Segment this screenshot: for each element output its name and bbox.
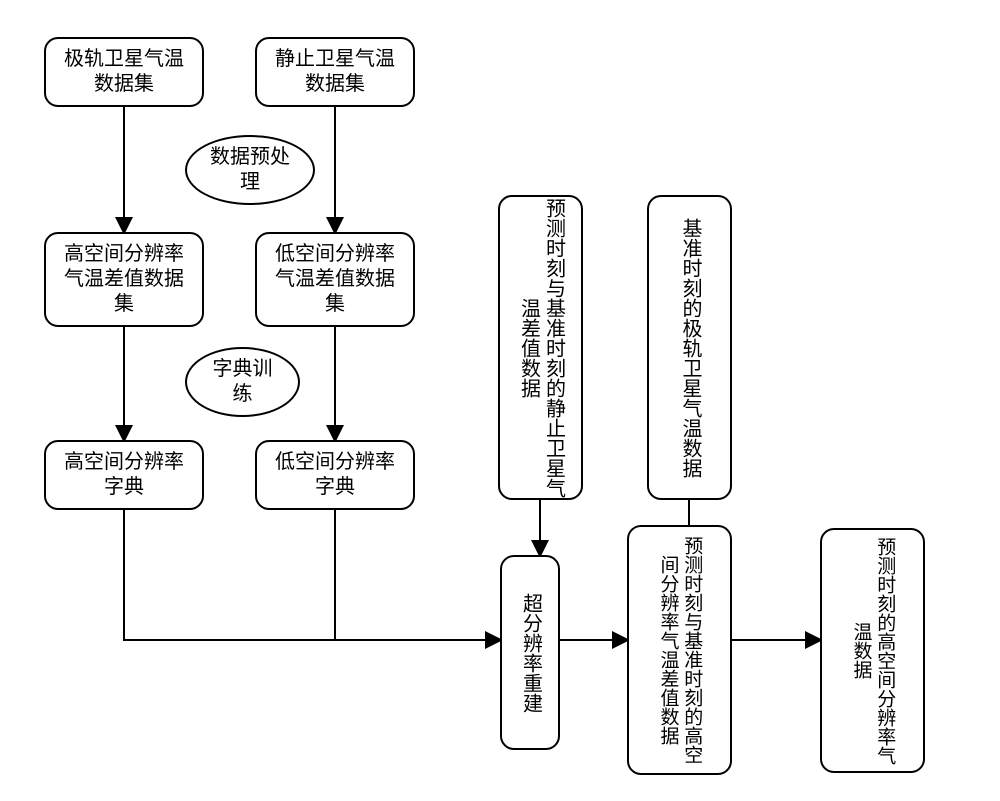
node-label: 静止卫星气温数据集 xyxy=(275,47,395,97)
node-n5: 低空间分辨率气温差值数据集 xyxy=(255,232,415,327)
node-label: 极轨卫星气温数据集 xyxy=(64,47,184,97)
edge xyxy=(124,510,500,640)
node-label: 预测时刻的高空间分辨率气温数据 xyxy=(849,530,897,771)
node-label: 低空间分辨率气温差值数据集 xyxy=(275,242,395,317)
node-label: 低空间分辨率字典 xyxy=(275,450,395,500)
node-n10: 基准时刻的极轨卫星气温数据 xyxy=(647,195,732,500)
node-n8: 低空间分辨率字典 xyxy=(255,440,415,510)
node-label: 高空间分辨率字典 xyxy=(64,450,184,500)
node-label: 高空间分辨率气温差值数据集 xyxy=(64,242,184,317)
node-label: 字典训练 xyxy=(213,357,273,407)
node-n12: 预测时刻与基准时刻的高空间分辨率气温差值数据 xyxy=(627,525,732,775)
node-n3: 数据预处理 xyxy=(185,135,315,205)
diagram-stage: 极轨卫星气温数据集静止卫星气温数据集数据预处理高空间分辨率气温差值数据集低空间分… xyxy=(0,0,1000,801)
node-label: 数据预处理 xyxy=(210,145,290,195)
node-n13: 预测时刻的高空间分辨率气温数据 xyxy=(820,528,925,773)
node-label: 预测时刻与基准时刻的静止卫星气温差值数据 xyxy=(516,197,566,498)
node-label: 预测时刻与基准时刻的高空间分辨率气温差值数据 xyxy=(656,527,704,773)
node-label: 超分辨率重建 xyxy=(518,593,543,713)
node-n2: 静止卫星气温数据集 xyxy=(255,37,415,107)
node-n4: 高空间分辨率气温差值数据集 xyxy=(44,232,204,327)
node-label: 基准时刻的极轨卫星气温数据 xyxy=(677,218,702,478)
node-n11: 超分辨率重建 xyxy=(500,555,560,750)
node-n6: 字典训练 xyxy=(185,347,300,417)
node-n7: 高空间分辨率字典 xyxy=(44,440,204,510)
node-n1: 极轨卫星气温数据集 xyxy=(44,37,204,107)
node-n9: 预测时刻与基准时刻的静止卫星气温差值数据 xyxy=(498,195,583,500)
